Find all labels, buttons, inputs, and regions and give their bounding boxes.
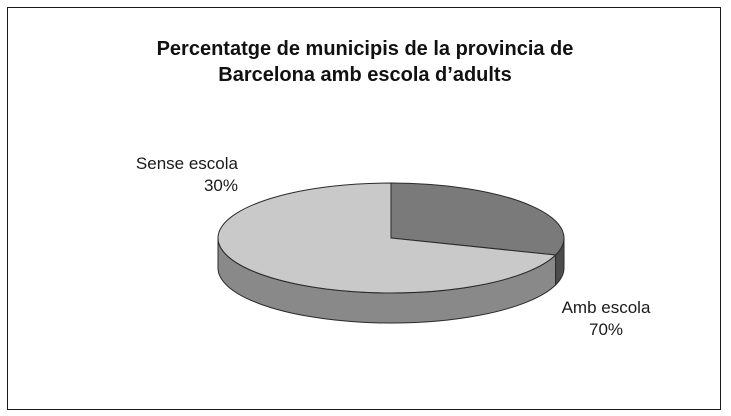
slice-label-amb-escola-name: Amb escola [561,298,651,317]
slice-label-sense-escola-name: Sense escola [135,154,238,173]
slice-label-amb-escola: Amb escola 70% [536,297,676,341]
pie-slice-sense-escola [390,182,565,256]
chart-title-line-2: Barcelona amb escola d’adults [218,64,512,86]
slice-label-sense-escola: Sense escola 30% [88,153,238,197]
pie-slice-amb-escola [217,182,557,294]
chart-frame: Percentatge de municipis de la provincia… [7,7,721,410]
chart-title-line-1: Percentatge de municipis de la provincia… [156,38,574,60]
slice-label-sense-escola-value: 30% [203,176,238,195]
slice-label-amb-escola-value: 70% [588,320,624,339]
pie-chart [217,182,565,324]
chart-title: Percentatge de municipis de la provincia… [8,36,722,88]
